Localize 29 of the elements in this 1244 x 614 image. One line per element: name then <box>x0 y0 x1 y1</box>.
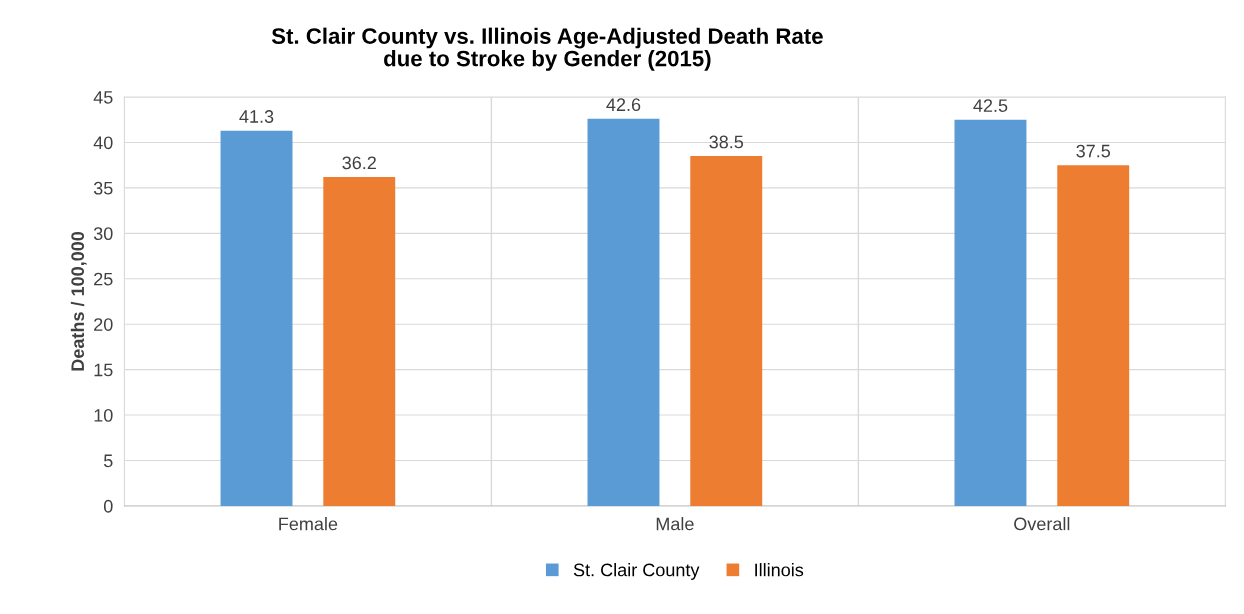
bar <box>690 156 763 506</box>
legend-label: St. Clair County <box>573 563 700 580</box>
y-tick-label: 45 <box>93 91 113 104</box>
y-tick-label: 40 <box>93 136 113 150</box>
x-tick-label: Male <box>656 517 694 531</box>
y-tick-label: 15 <box>94 363 113 377</box>
y-tick-label: 35 <box>93 181 113 195</box>
y-tick-label: 5 <box>103 454 113 468</box>
data-label: 42.6 <box>606 98 641 112</box>
data-label: 36.2 <box>342 156 376 170</box>
y-tick-label: 20 <box>94 318 113 331</box>
data-label: 42.5 <box>973 99 1008 112</box>
x-tick-label: Overall <box>1014 517 1070 531</box>
data-label: 38.5 <box>709 135 744 149</box>
bar <box>587 118 660 506</box>
bar <box>220 130 293 506</box>
legend-label: Illinois <box>755 563 804 577</box>
y-tick-label: 10 <box>94 409 113 422</box>
y-tick-label: 30 <box>93 227 113 241</box>
y-tick-label: 25 <box>94 272 113 286</box>
bar <box>1057 165 1130 506</box>
y-tick-label: 0 <box>103 499 113 513</box>
y-axis-title: Deaths / 100,000 <box>70 231 87 371</box>
chart-title: St. Clair County vs. Illinois Age-Adjusted Death Rate due to Stroke by Gender (2015) <box>271 27 823 71</box>
bar <box>954 119 1027 506</box>
data-label: 41.3 <box>239 110 274 123</box>
data-label: 37.5 <box>1076 144 1111 158</box>
x-tick-label: Female <box>279 517 338 531</box>
bar <box>323 176 396 506</box>
